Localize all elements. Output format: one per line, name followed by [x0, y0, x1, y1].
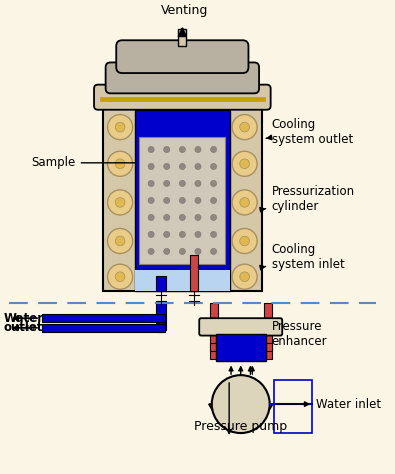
Circle shape: [164, 181, 170, 187]
Circle shape: [164, 231, 170, 237]
Text: Cooling
system outlet: Cooling system outlet: [266, 118, 353, 146]
Circle shape: [148, 164, 154, 170]
Bar: [103, 98, 262, 291]
Circle shape: [179, 214, 185, 220]
FancyBboxPatch shape: [94, 85, 271, 110]
Bar: [264, 303, 272, 359]
Polygon shape: [209, 404, 273, 425]
Circle shape: [148, 197, 154, 203]
Circle shape: [164, 248, 170, 255]
Bar: [109, 97, 256, 101]
Text: Sample: Sample: [32, 156, 135, 169]
Circle shape: [195, 248, 201, 255]
Circle shape: [211, 181, 217, 187]
Circle shape: [195, 181, 201, 187]
Circle shape: [211, 164, 217, 170]
Bar: [274, 380, 312, 433]
Circle shape: [164, 214, 170, 220]
Circle shape: [211, 231, 217, 237]
Circle shape: [211, 146, 217, 153]
Circle shape: [211, 248, 217, 255]
Circle shape: [240, 236, 249, 246]
Circle shape: [232, 190, 257, 215]
FancyBboxPatch shape: [116, 40, 248, 73]
Circle shape: [148, 248, 154, 255]
Text: Water inlet: Water inlet: [276, 398, 381, 410]
Circle shape: [179, 181, 185, 187]
Circle shape: [211, 214, 217, 220]
Text: Water: Water: [3, 312, 43, 325]
Circle shape: [212, 375, 270, 433]
Text: ◁◁: ◁◁: [23, 323, 34, 332]
Circle shape: [115, 122, 125, 132]
Circle shape: [148, 146, 154, 153]
Circle shape: [179, 197, 185, 203]
Circle shape: [164, 146, 170, 153]
Bar: [42, 314, 165, 322]
Bar: [156, 276, 166, 291]
Circle shape: [179, 146, 185, 153]
Circle shape: [195, 231, 201, 237]
Circle shape: [107, 190, 133, 215]
Bar: [42, 324, 165, 332]
Circle shape: [148, 181, 154, 187]
Circle shape: [179, 164, 185, 170]
Circle shape: [211, 197, 217, 203]
Circle shape: [240, 272, 249, 282]
Bar: [100, 97, 265, 101]
Circle shape: [115, 236, 125, 246]
Bar: [179, 28, 186, 46]
Bar: [190, 255, 198, 291]
Bar: [158, 314, 165, 332]
Circle shape: [195, 197, 201, 203]
Bar: [210, 343, 272, 351]
Circle shape: [107, 151, 133, 176]
Text: ◁◁: ◁◁: [23, 314, 34, 323]
Text: Pressure pump: Pressure pump: [194, 420, 287, 433]
Text: Pressure
enhancer: Pressure enhancer: [272, 319, 327, 347]
Circle shape: [195, 164, 201, 170]
Circle shape: [148, 231, 154, 237]
Circle shape: [115, 159, 125, 169]
Circle shape: [232, 115, 257, 140]
Circle shape: [179, 231, 185, 237]
Circle shape: [115, 272, 125, 282]
Circle shape: [115, 198, 125, 207]
Circle shape: [179, 248, 185, 255]
Bar: [216, 334, 266, 361]
Text: Pressurization
cylinder: Pressurization cylinder: [260, 185, 355, 213]
Bar: [139, 137, 225, 264]
Circle shape: [232, 264, 257, 289]
Circle shape: [232, 228, 257, 254]
Bar: [210, 303, 218, 359]
Bar: [156, 303, 166, 330]
Circle shape: [195, 146, 201, 153]
Circle shape: [195, 214, 201, 220]
Circle shape: [107, 264, 133, 289]
Circle shape: [148, 214, 154, 220]
Circle shape: [107, 228, 133, 254]
Circle shape: [232, 151, 257, 176]
FancyBboxPatch shape: [199, 318, 282, 336]
Bar: [135, 270, 230, 291]
Circle shape: [240, 159, 249, 169]
Text: Venting: Venting: [161, 4, 208, 17]
Text: outlet: outlet: [3, 321, 43, 334]
Bar: [135, 110, 230, 291]
Circle shape: [164, 164, 170, 170]
Circle shape: [164, 197, 170, 203]
FancyBboxPatch shape: [105, 63, 259, 93]
Circle shape: [240, 122, 249, 132]
Circle shape: [107, 115, 133, 140]
Circle shape: [240, 198, 249, 207]
Text: Cooling
system inlet: Cooling system inlet: [260, 244, 344, 272]
